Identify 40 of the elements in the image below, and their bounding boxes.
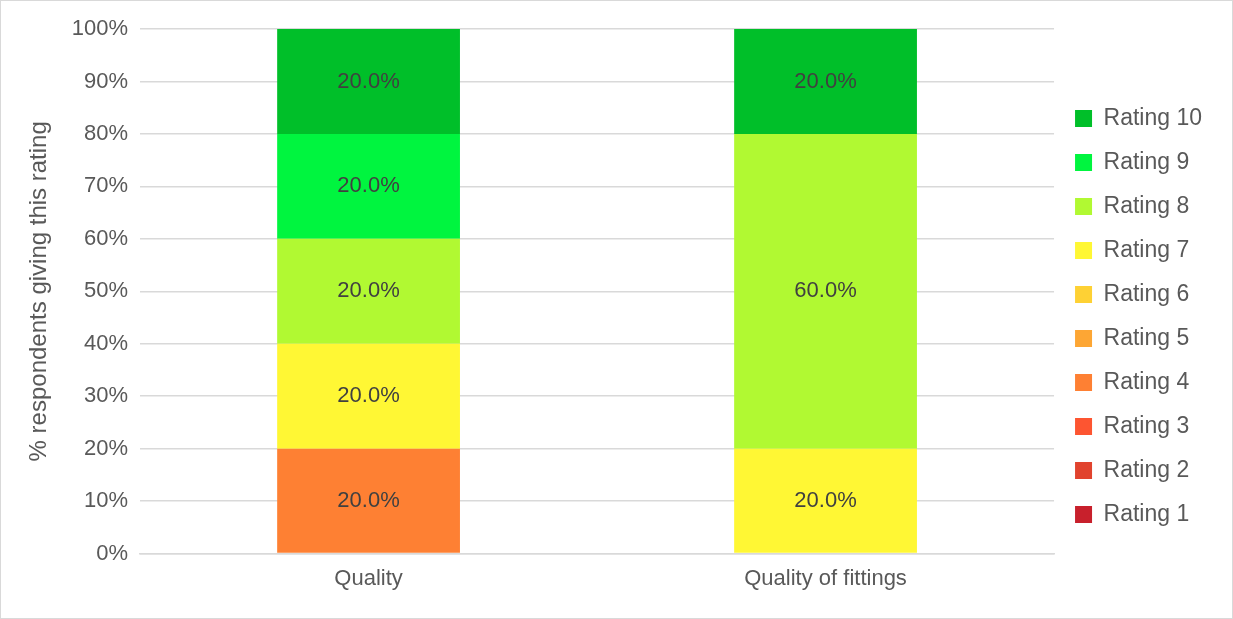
y-tick-label: 20% [84,434,129,460]
legend-label: Rating 1 [1103,499,1190,526]
bar [277,238,460,344]
data-label: 20.0% [794,67,857,93]
bar [277,133,460,239]
y-tick-label: 0% [96,539,129,565]
y-tick-label: 60% [84,224,129,250]
y-tick-label: 90% [84,67,129,93]
data-label: 20.0% [794,486,857,512]
y-tick-label: 50% [84,277,129,303]
bar [277,343,460,449]
bar [734,448,917,553]
y-tick-label: 70% [84,172,129,198]
y-tick-label: 100% [71,15,129,41]
data-label: 20.0% [337,486,400,512]
data-label: 20.0% [337,382,400,408]
bar [277,29,460,134]
x-tick-label: Quality of fittings [744,564,907,590]
y-tick-label: 40% [84,329,129,355]
y-tick-label: 10% [84,487,129,513]
legend-label: Rating 4 [1103,367,1190,394]
y-tick-label: 30% [84,382,129,408]
bar [734,133,917,449]
legend-label: Rating 6 [1103,279,1190,306]
legend-label: Rating 2 [1103,455,1190,482]
data-label: 20.0% [337,172,400,198]
bar [277,448,460,553]
legend-label: Rating 8 [1103,191,1190,218]
y-axis-title: % respondents giving this rating [24,121,52,462]
x-tick-label: Quality [334,564,403,590]
bar [734,29,917,134]
data-label: 60.0% [794,277,857,303]
legend-label: Rating 5 [1103,323,1190,350]
data-label: 20.0% [337,277,400,303]
legend-label: Rating 3 [1103,411,1190,438]
data-label: 20.0% [337,67,400,93]
y-tick-label: 80% [84,119,129,145]
legend-label: Rating 10 [1103,103,1203,130]
legend-label: Rating 7 [1103,235,1190,262]
legend-label: Rating 9 [1103,147,1190,174]
